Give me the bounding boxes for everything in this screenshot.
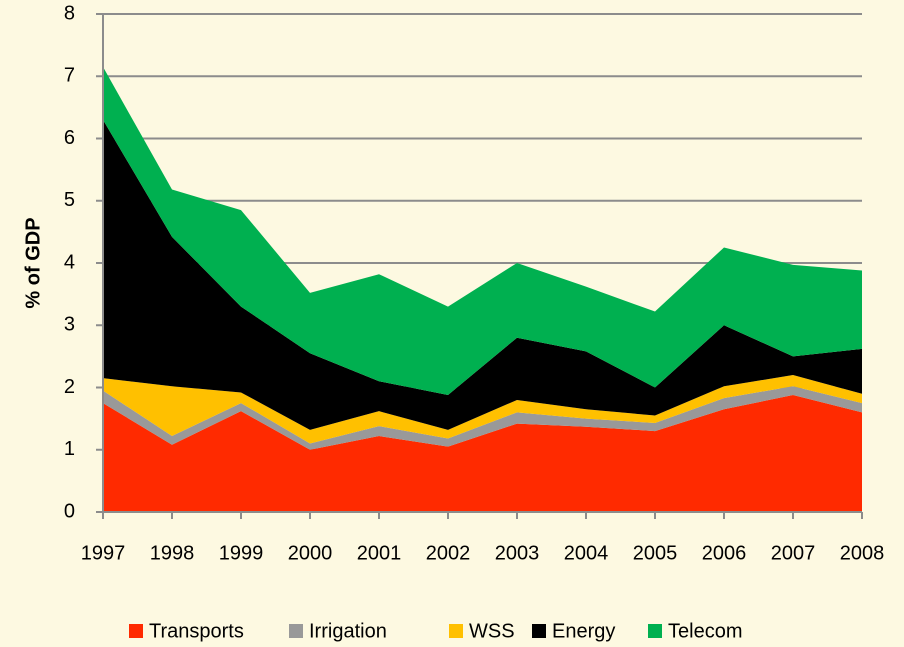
y-tick-label: 4 xyxy=(64,251,75,273)
x-tick-label: 2002 xyxy=(426,542,471,564)
x-tick-label: 2007 xyxy=(771,542,816,564)
legend-swatch xyxy=(129,624,143,638)
y-tick-label: 7 xyxy=(64,65,75,87)
legend-swatch xyxy=(648,624,662,638)
x-tick-label: 2000 xyxy=(288,542,333,564)
x-tick-label: 2003 xyxy=(495,542,540,564)
legend-swatch xyxy=(532,624,546,638)
legend-label: Transports xyxy=(149,620,244,642)
area xyxy=(103,66,862,395)
y-tick-label: 0 xyxy=(64,500,75,522)
x-tick-label: 2006 xyxy=(702,542,747,564)
x-tick-label: 2001 xyxy=(357,542,402,564)
x-tick-label: 1999 xyxy=(219,542,264,564)
area xyxy=(103,394,862,512)
legend-swatch xyxy=(449,624,463,638)
x-tick-label: 2008 xyxy=(840,542,885,564)
x-tick-label: 2004 xyxy=(564,542,609,564)
y-tick-label: 2 xyxy=(64,376,75,398)
y-tick-label: 5 xyxy=(64,189,75,211)
y-tick-label: 3 xyxy=(64,314,75,336)
area xyxy=(103,375,862,444)
x-tick-label: 2005 xyxy=(633,542,678,564)
x-tick-label: 1998 xyxy=(150,542,195,564)
legend-label: WSS xyxy=(469,620,515,642)
x-tick-label: 1997 xyxy=(81,542,126,564)
area xyxy=(103,386,862,450)
y-axis-label: % of GDP xyxy=(22,217,44,308)
legend-label: Irrigation xyxy=(309,620,387,642)
y-tick-label: 6 xyxy=(64,127,75,149)
y-tick-label: 1 xyxy=(64,438,75,460)
legend-label: Energy xyxy=(552,620,615,642)
legend-label: Telecom xyxy=(668,620,742,642)
legend-swatch xyxy=(289,624,303,638)
y-tick-label: 8 xyxy=(64,2,75,24)
area xyxy=(103,119,862,430)
